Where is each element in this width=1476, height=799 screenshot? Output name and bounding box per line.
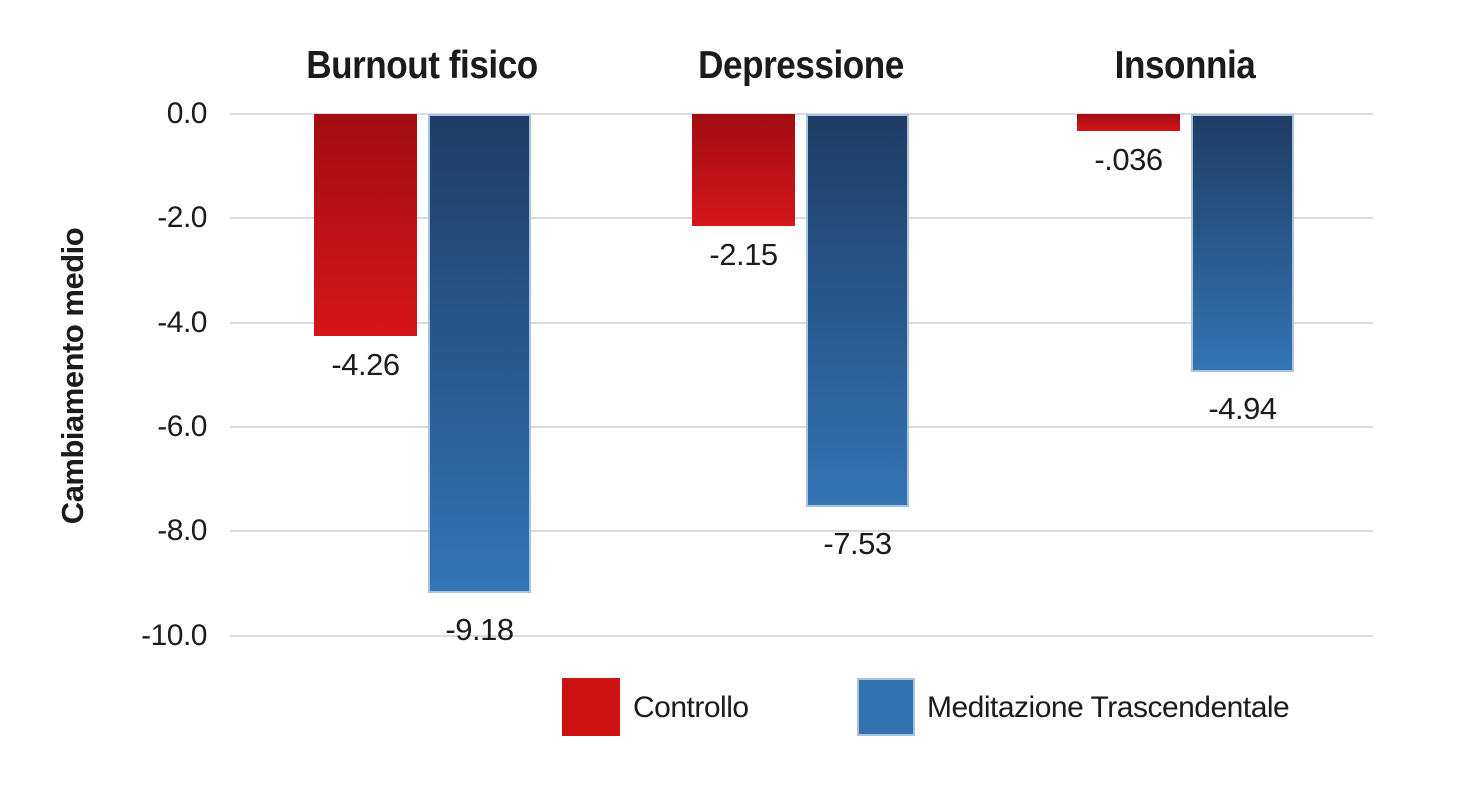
gridline--2.0 — [230, 217, 1373, 220]
y-tick-label--6.0: -6.0 — [157, 410, 207, 444]
value-label-meditazione-trascendentale-insonnia: -4.94 — [1208, 390, 1277, 426]
legend-label-controllo: Controllo — [633, 691, 749, 724]
y-axis-title: Cambiamento medio — [55, 227, 90, 525]
legend-swatch-controllo — [562, 678, 620, 736]
gridline--4.0 — [230, 321, 1373, 324]
value-label-controllo-insonnia: -.036 — [1094, 142, 1163, 177]
value-label-controllo-burnout-fisico: -4.26 — [331, 347, 400, 383]
legend-swatch-meditazione-trascendentale — [857, 678, 915, 736]
bar-controllo-insonnia — [1077, 114, 1180, 131]
gridline-0.0 — [230, 113, 1373, 115]
bar-controllo-burnout-fisico — [314, 114, 417, 337]
value-label-controllo-depressione: -2.15 — [709, 237, 778, 273]
category-title-insonnia: Insonnia — [1114, 44, 1256, 87]
bar-meditazione-trascendentale-depressione — [806, 114, 909, 507]
y-tick-label--8.0: -8.0 — [157, 514, 207, 548]
gridline--10.0 — [230, 634, 1373, 637]
bar-meditazione-trascendentale-insonnia — [1191, 114, 1294, 372]
category-title-depressione: Depressione — [698, 44, 904, 87]
value-label-meditazione-trascendentale-depressione: -7.53 — [823, 525, 892, 561]
y-tick-label--10.0: -10.0 — [141, 618, 207, 652]
y-tick-label-0.0: 0.0 — [166, 97, 208, 130]
y-tick-label--2.0: -2.0 — [157, 201, 207, 235]
value-label-meditazione-trascendentale-burnout-fisico: -9.18 — [445, 611, 514, 647]
gridline--8.0 — [230, 530, 1373, 533]
legend-label-meditazione-trascendentale: Meditazione Trascendentale — [927, 691, 1290, 724]
y-tick-label--4.0: -4.0 — [157, 305, 207, 339]
bar-controllo-depressione — [692, 114, 795, 227]
bar-meditazione-trascendentale-burnout-fisico — [428, 114, 531, 593]
category-title-burnout-fisico: Burnout fisico — [306, 44, 538, 87]
gridline--6.0 — [230, 426, 1373, 429]
